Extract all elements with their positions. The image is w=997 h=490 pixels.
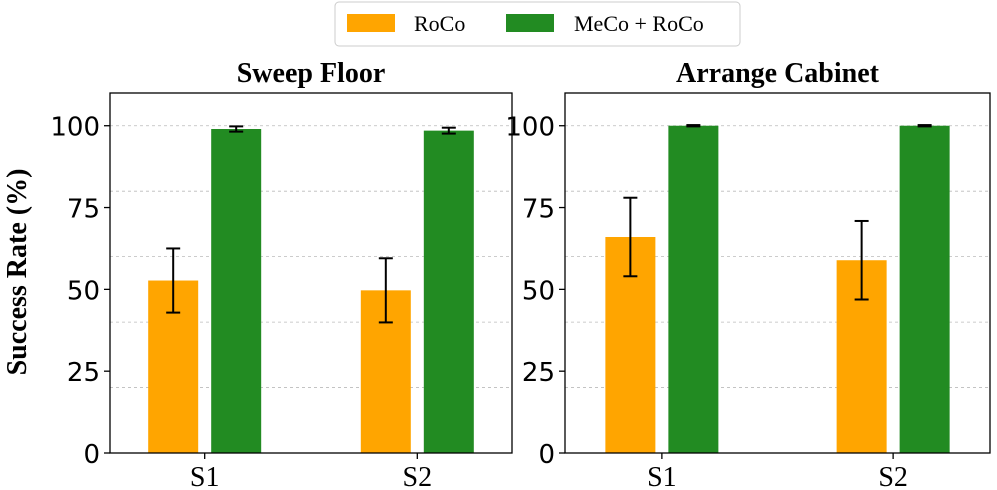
y-tick-label: 25 <box>67 358 100 388</box>
y-tick-label: 50 <box>67 276 100 306</box>
legend-label-roco: RoCo <box>414 11 465 36</box>
y-tick-label: 75 <box>67 195 100 225</box>
y-axis-label: Success Rate (%) <box>2 169 33 376</box>
legend-label-meco-roco: MeCo + RoCo <box>574 11 704 36</box>
panel-title: Arrange Cabinet <box>676 58 880 89</box>
panel-sweep-floor: Sweep Floor 0 25 50 75 100 S1 S2 <box>50 58 513 490</box>
x-tick-label: S1 <box>647 462 677 490</box>
y-tick-label: 0 <box>538 440 555 470</box>
bar-meco-roco-s1 <box>668 125 719 454</box>
y-tick-label: 0 <box>83 440 100 470</box>
y-tick-label: 100 <box>50 113 100 143</box>
y-tick-label: 50 <box>522 276 555 306</box>
legend-swatch-meco-roco <box>506 14 554 32</box>
x-tick-label: S2 <box>403 462 433 490</box>
bar-meco-roco-s2 <box>899 125 950 454</box>
bar-meco-roco-s1 <box>211 129 262 453</box>
y-tick-label: 75 <box>522 195 555 225</box>
x-tick-label: S2 <box>878 462 908 490</box>
x-tick-label: S1 <box>190 462 220 490</box>
y-tick-label: 25 <box>522 358 555 388</box>
y-tick-label: 100 <box>505 113 555 143</box>
panel-title: Sweep Floor <box>237 58 386 89</box>
plot-frame <box>109 92 513 454</box>
bar-meco-roco-s2 <box>423 130 474 454</box>
legend-swatch-roco <box>347 14 395 32</box>
panel-arrange-cabinet: Arrange Cabinet 0 25 50 75 100 S1 S2 <box>505 58 991 490</box>
legend: RoCo MeCo + RoCo <box>334 1 741 47</box>
plot-frame <box>564 92 991 454</box>
